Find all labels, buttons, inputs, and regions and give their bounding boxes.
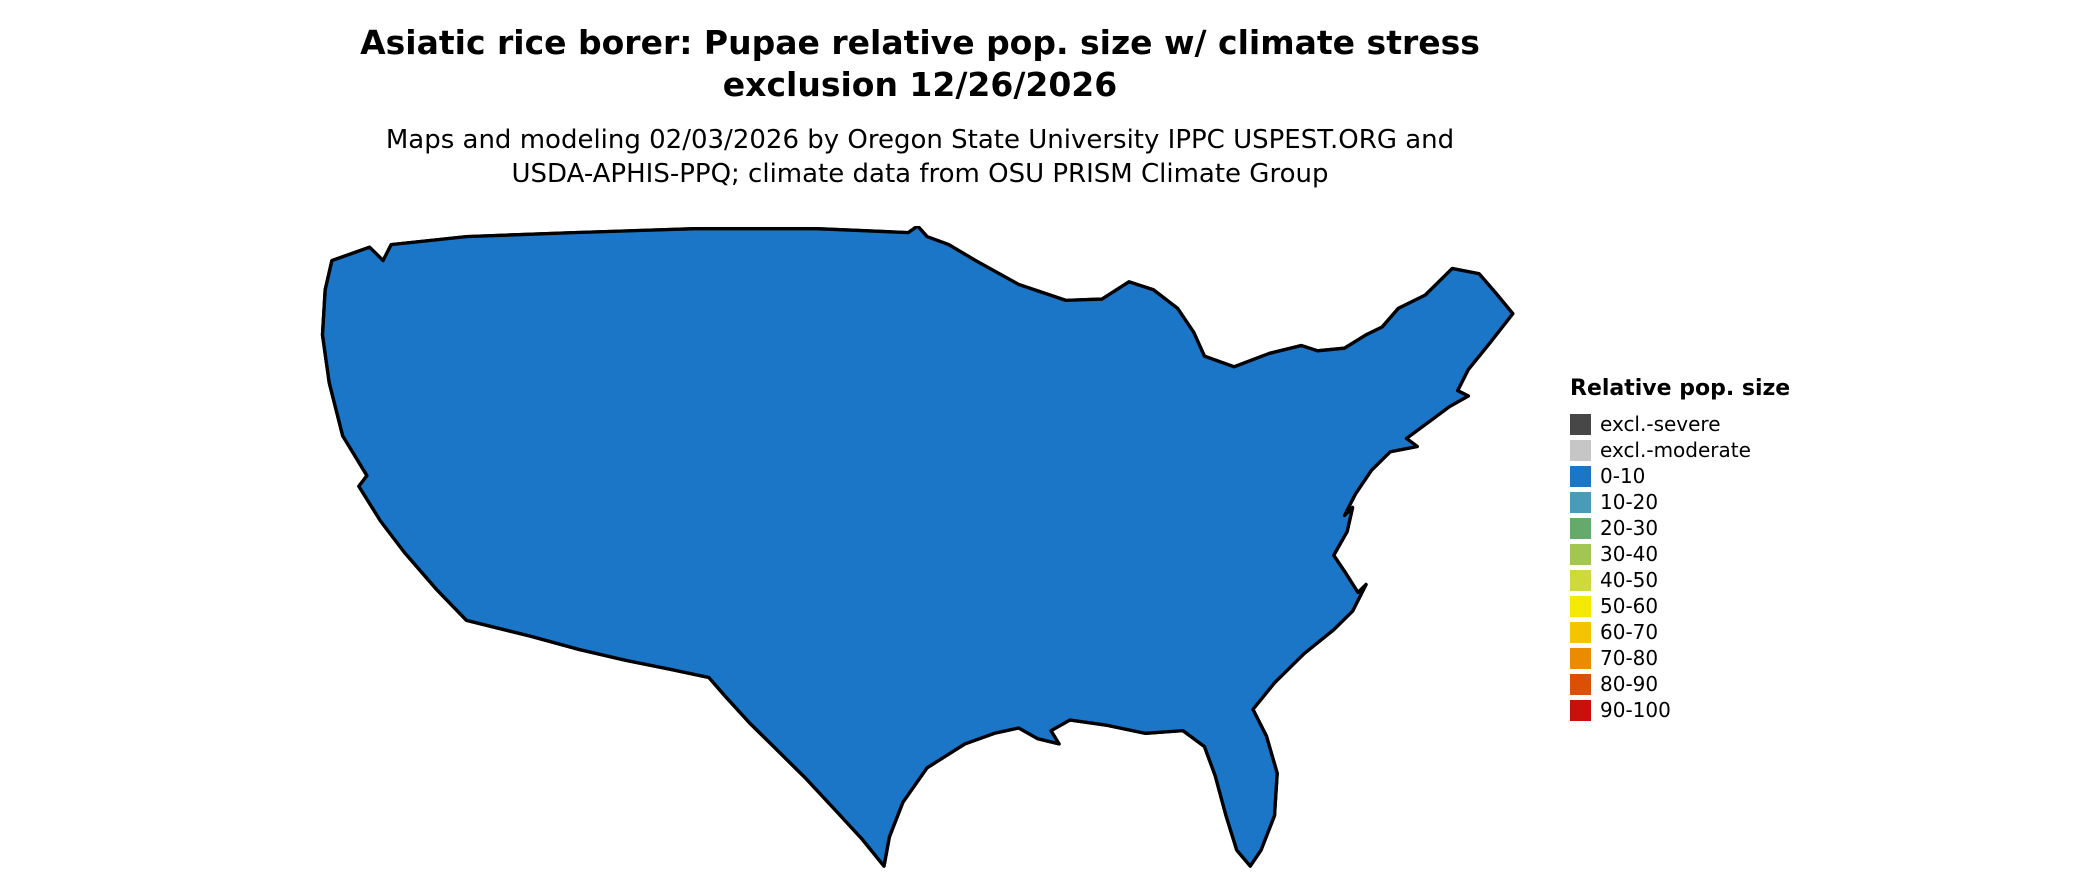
legend-swatch-90-100 <box>1570 699 1591 721</box>
legend-item-label: 70-80 <box>1600 646 1659 670</box>
legend-item-label: 10-20 <box>1600 490 1659 514</box>
legend-item: 40-50 <box>1570 567 1790 593</box>
legend-item: 80-90 <box>1570 671 1790 697</box>
legend-item-label: excl.-severe <box>1600 412 1721 436</box>
legend-item: excl.-severe <box>1570 411 1790 437</box>
map-subtitle-line2: USDA-APHIS-PPQ; climate data from OSU PR… <box>511 159 1329 190</box>
legend-swatch-excl-moderate <box>1570 439 1591 461</box>
us-map-svg <box>305 226 1533 890</box>
legend-item-label: 30-40 <box>1600 542 1659 566</box>
legend-item-label: excl.-moderate <box>1600 438 1751 462</box>
legend-item: 50-60 <box>1570 593 1790 619</box>
legend-item: excl.-moderate <box>1570 437 1790 463</box>
legend-item-label: 90-100 <box>1600 698 1671 722</box>
legend-swatch-40-50 <box>1570 569 1591 591</box>
legend-swatch-60-70 <box>1570 621 1591 643</box>
legend-swatch-70-80 <box>1570 647 1591 669</box>
legend-swatch-30-40 <box>1570 543 1591 565</box>
legend-item-label: 80-90 <box>1600 672 1659 696</box>
legend-item: 90-100 <box>1570 697 1790 723</box>
map-subtitle: Maps and modeling 02/03/2026 by Oregon S… <box>0 124 1840 192</box>
legend-item-label: 0-10 <box>1600 464 1646 488</box>
map-title-line1: Asiatic rice borer: Pupae relative pop. … <box>360 23 1480 62</box>
legend-swatch-50-60 <box>1570 595 1591 617</box>
legend-swatch-80-90 <box>1570 673 1591 695</box>
legend-swatch-20-30 <box>1570 517 1591 539</box>
legend-item: 60-70 <box>1570 619 1790 645</box>
us-national-outline <box>323 226 1513 866</box>
legend: Relative pop. size excl.-severe excl.-mo… <box>1570 376 1790 723</box>
legend-item: 0-10 <box>1570 463 1790 489</box>
legend-item: 10-20 <box>1570 489 1790 515</box>
legend-item-label: 60-70 <box>1600 620 1659 644</box>
legend-item: 30-40 <box>1570 541 1790 567</box>
us-map-figure <box>305 226 1533 890</box>
legend-swatch-excl-severe <box>1570 413 1591 435</box>
legend-item: 70-80 <box>1570 645 1790 671</box>
legend-item-label: 20-30 <box>1600 516 1659 540</box>
map-title-line2: exclusion 12/26/2026 <box>722 65 1118 105</box>
legend-swatch-10-20 <box>1570 491 1591 513</box>
legend-item-label: 40-50 <box>1600 568 1659 592</box>
legend-item-label: 50-60 <box>1600 594 1659 618</box>
header: Asiatic rice borer: Pupae relative pop. … <box>0 22 1840 192</box>
legend-swatch-0-10 <box>1570 465 1591 487</box>
legend-title: Relative pop. size <box>1570 376 1791 401</box>
map-subtitle-line1: Maps and modeling 02/03/2026 by Oregon S… <box>385 125 1455 156</box>
legend-item: 20-30 <box>1570 515 1790 541</box>
